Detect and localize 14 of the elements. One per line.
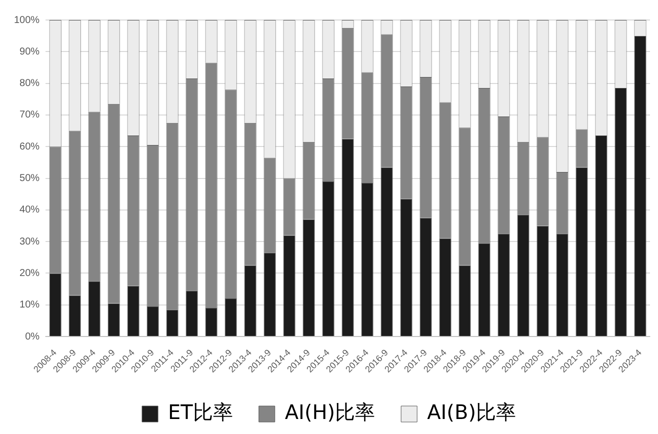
y-tick-label: 100%	[14, 14, 40, 26]
y-tick-label: 60%	[20, 141, 40, 152]
y-tick-label: 10%	[20, 300, 40, 311]
legend-label: AI(H)比率	[284, 400, 376, 424]
y-tick-label: 0%	[25, 331, 40, 342]
y-tick-label: 20%	[20, 268, 40, 279]
y-tick-label: 30%	[20, 236, 40, 248]
y-tick-label: 50%	[20, 173, 40, 184]
y-tick-label: 90%	[20, 46, 40, 58]
y-tick-label: 80%	[20, 78, 40, 90]
y-tick-label: 70%	[20, 110, 40, 121]
y-tick-label: 40%	[20, 204, 40, 216]
legend-label: AI(B)比率	[427, 400, 516, 424]
legend-label: ET比率	[168, 400, 233, 424]
